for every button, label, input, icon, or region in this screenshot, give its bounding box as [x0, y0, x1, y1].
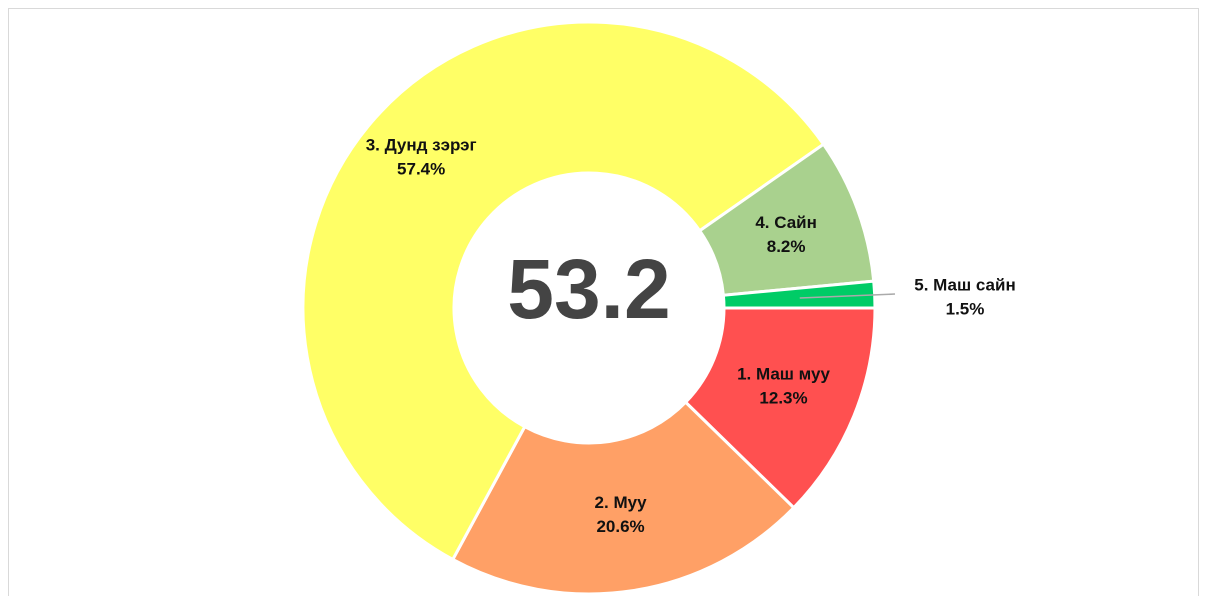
slice-label: 3. Дунд зэрэг: [366, 136, 477, 155]
slice-value: 57.4%: [397, 160, 445, 179]
slice-value: 12.3%: [759, 389, 807, 408]
slice-value: 20.6%: [596, 517, 644, 536]
slice-label: 2. Муу: [595, 493, 648, 512]
frame: [8, 8, 1199, 596]
slice: [683, 306, 877, 510]
slice-value: 8.2%: [767, 237, 806, 256]
slice-value: 1.5%: [946, 300, 985, 319]
slice-label: 5. Маш сайн: [914, 276, 1015, 295]
leader-line: [799, 293, 896, 299]
slice-label: 4. Сайн: [755, 213, 817, 232]
slice-label: 1. Маш муу: [737, 365, 830, 384]
slice: [301, 20, 826, 562]
slice: [721, 279, 877, 310]
slice: [450, 400, 796, 596]
center-value: 53.2: [507, 242, 671, 336]
